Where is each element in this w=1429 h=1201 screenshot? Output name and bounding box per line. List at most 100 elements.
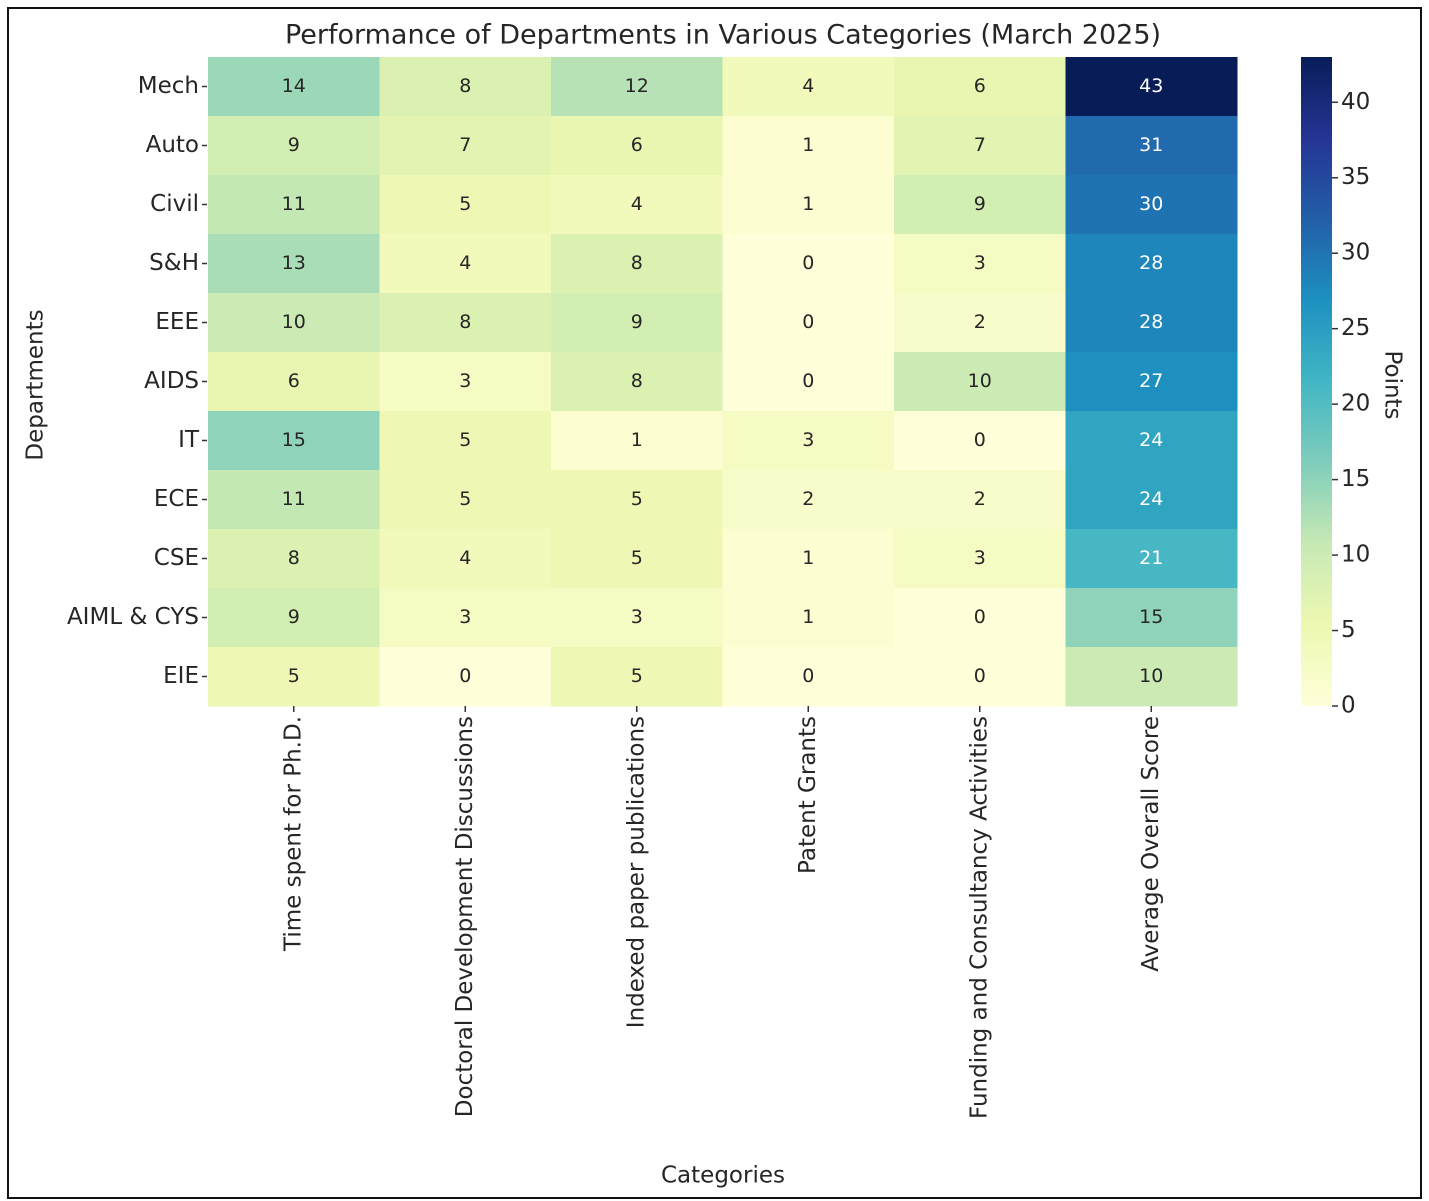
cell-label: 0: [974, 665, 986, 687]
cell-label: 3: [459, 370, 471, 392]
cell-label: 4: [459, 252, 471, 274]
cell: [894, 352, 1066, 412]
colorbar-tick-label: 25: [1341, 315, 1370, 341]
cell-label: 1: [802, 547, 814, 569]
cell: [379, 529, 552, 589]
cell: [1065, 175, 1238, 235]
cell: [551, 293, 723, 353]
cell: [379, 175, 552, 235]
x-tick-label: Patent Grants: [795, 716, 821, 874]
cell: [722, 352, 895, 412]
cell: [208, 175, 380, 235]
cell-label: 12: [625, 75, 649, 97]
cell: [208, 411, 380, 471]
cell: [379, 411, 552, 471]
cell-label: 9: [631, 311, 643, 333]
cell-label: 30: [1139, 193, 1163, 215]
cell: [894, 411, 1066, 471]
cell-label: 28: [1139, 311, 1163, 333]
cell: [208, 116, 380, 176]
cell: [894, 116, 1066, 176]
cell: [722, 116, 895, 176]
y-tick-label: S&H: [149, 250, 199, 276]
cell-label: 8: [459, 75, 471, 97]
cell-label: 9: [288, 606, 300, 628]
cell: [894, 529, 1066, 589]
cell: [208, 352, 380, 412]
cell-label: 0: [974, 606, 986, 628]
cell: [722, 234, 895, 294]
x-tick-label: Funding and Consultancy Activities: [966, 716, 992, 1119]
x-tick-label: Doctoral Development Discussions: [452, 716, 478, 1117]
cell-label: 2: [974, 311, 986, 333]
cell: [1065, 411, 1238, 471]
cell: [894, 470, 1066, 530]
cell: [722, 470, 895, 530]
cell-label: 1: [802, 193, 814, 215]
cell: [722, 588, 895, 648]
cell: [551, 175, 723, 235]
cell: [208, 470, 380, 530]
cell-label: 43: [1139, 75, 1163, 97]
cell-label: 1: [802, 606, 814, 628]
cell: [894, 588, 1066, 648]
cell-label: 27: [1139, 370, 1163, 392]
cell-label: 0: [974, 429, 986, 451]
cell: [379, 647, 552, 707]
cell-label: 3: [802, 429, 814, 451]
cell-label: 5: [459, 488, 471, 510]
y-tick-label: AIML & CYS: [67, 604, 199, 630]
colorbar-tick-label: 35: [1341, 164, 1370, 190]
cell: [551, 116, 723, 176]
cell: [1065, 293, 1238, 353]
cell-label: 7: [974, 134, 986, 156]
cell: [379, 116, 552, 176]
y-tick-label: Civil: [150, 191, 199, 217]
cell: [208, 293, 380, 353]
cell: [722, 175, 895, 235]
cell: [551, 588, 723, 648]
cell: [379, 57, 552, 117]
cell: [551, 411, 723, 471]
cell-label: 5: [631, 665, 643, 687]
cell: [208, 647, 380, 707]
x-tick-label: Indexed paper publications: [623, 716, 649, 1028]
cell-label: 11: [282, 488, 306, 510]
cell-label: 6: [631, 134, 643, 156]
cell-label: 0: [802, 252, 814, 274]
cell: [1065, 116, 1238, 176]
cell-label: 0: [802, 311, 814, 333]
cell-label: 28: [1139, 252, 1163, 274]
cell: [208, 57, 380, 117]
cell: [379, 470, 552, 530]
cell-label: 6: [288, 370, 300, 392]
cell: [722, 293, 895, 353]
cell-label: 3: [459, 606, 471, 628]
cell-label: 5: [459, 193, 471, 215]
cell-label: 10: [282, 311, 306, 333]
colorbar-label: Points: [1380, 350, 1406, 419]
cell: [1065, 529, 1238, 589]
cell: [551, 470, 723, 530]
cell-label: 3: [631, 606, 643, 628]
cell: [722, 529, 895, 589]
cell-label: 24: [1139, 488, 1163, 510]
cell: [208, 529, 380, 589]
cell: [379, 588, 552, 648]
y-tick-label: Auto: [146, 132, 199, 158]
cell-label: 1: [802, 134, 814, 156]
cell: [1065, 352, 1238, 412]
cell: [379, 293, 552, 353]
colorbar-tick-label: 20: [1341, 391, 1370, 417]
cell-label: 8: [631, 252, 643, 274]
colorbar: [1301, 57, 1332, 706]
y-tick-label: CSE: [154, 545, 199, 571]
cell: [551, 647, 723, 707]
cell-label: 4: [459, 547, 471, 569]
y-tick-label: AIDS: [144, 368, 199, 394]
cell-label: 6: [974, 75, 986, 97]
x-tick-label: Time spent for Ph.D.: [280, 716, 306, 952]
cell: [1065, 234, 1238, 294]
y-tick-label: ECE: [154, 486, 199, 512]
